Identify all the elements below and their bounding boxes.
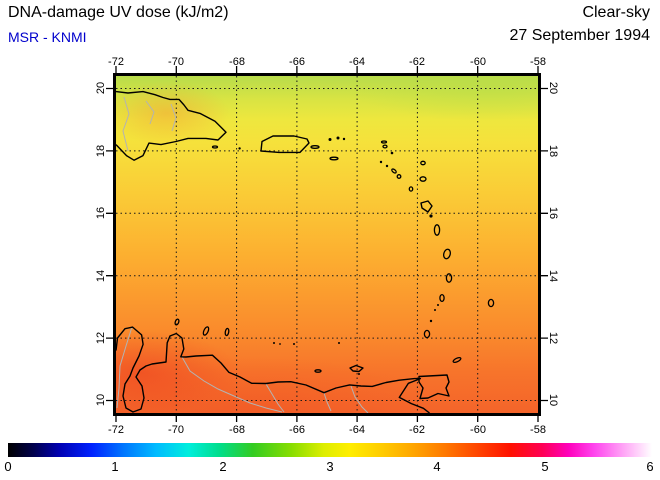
los-roques-island (273, 342, 275, 344)
st-barth-island (390, 151, 394, 155)
la-blanquilla-island (338, 342, 340, 344)
colorbar-tick-label: 2 (219, 459, 227, 474)
y-tick-label: 18 (547, 144, 559, 158)
dr-province-border (170, 103, 177, 132)
y-tick-label: 14 (547, 269, 559, 283)
tortola-island (336, 136, 340, 140)
trinidad-coastline (418, 374, 450, 400)
st-martin-island (382, 144, 388, 149)
hispaniola-coastline (116, 90, 227, 161)
y-tick-label: 12 (95, 331, 107, 345)
x-tick-label: -68 (229, 56, 245, 68)
colorbar-tick-label: 1 (111, 459, 119, 474)
martinique-island (443, 248, 451, 260)
la-orchila-island (293, 343, 295, 345)
saona-island (211, 145, 219, 149)
x-tick-label: -68 (229, 424, 245, 436)
page-title: DNA-damage UV dose (kJ/m2) (8, 4, 229, 21)
sky-condition-label: Clear-sky (582, 4, 650, 21)
venezuela-state-border (350, 385, 369, 413)
anguilla-island (380, 140, 388, 144)
x-tick-label: -58 (530, 424, 546, 436)
venezuela-state-border (265, 383, 285, 413)
x-tick-label: -60 (470, 424, 486, 436)
small-island-dots (238, 136, 439, 375)
colorbar-tick-label: 5 (541, 459, 549, 474)
map-overlay-svg (116, 76, 538, 413)
x-tick-label: -72 (108, 424, 124, 436)
carriacou-island (429, 319, 433, 323)
x-tick-label: -64 (349, 56, 365, 68)
tobago-island (452, 356, 462, 364)
barbados-island (487, 298, 495, 308)
date-label: 27 September 1994 (509, 27, 650, 44)
colorbar-tick-label: 3 (326, 459, 334, 474)
bonaire-island (224, 327, 230, 337)
st-vincent-island (439, 293, 445, 303)
x-tick-label: -58 (530, 56, 546, 68)
nevis-island (396, 174, 402, 179)
mona-island (238, 147, 241, 150)
x-tick-label: -62 (409, 56, 425, 68)
y-tick-label: 16 (547, 206, 559, 220)
colorbar-tick-label: 6 (646, 459, 654, 474)
puerto-rico-coastline (260, 135, 310, 154)
aruba-island (174, 318, 180, 326)
x-tick-label: -66 (289, 56, 305, 68)
x-tick-label: -62 (409, 424, 425, 436)
y-tick-label: 16 (95, 206, 107, 220)
dominica-island (433, 224, 441, 236)
st-croix-island (329, 156, 339, 161)
st-eustatius-island (385, 164, 389, 168)
x-tick-label: -72 (108, 56, 124, 68)
montserrat-island (408, 186, 414, 192)
y-tick-label: 20 (95, 81, 107, 95)
la-tortuga-island (314, 369, 322, 373)
barbuda-island (420, 160, 426, 166)
y-tick-label: 14 (95, 269, 107, 283)
dr-province-border (145, 100, 155, 125)
venezuela-state-border (181, 356, 283, 413)
x-tick-label: -64 (349, 424, 365, 436)
x-tick-label: -70 (168, 56, 184, 68)
colorbar-tick-label: 0 (4, 459, 12, 474)
x-tick-label: -66 (289, 424, 305, 436)
y-tick-label: 18 (95, 144, 107, 158)
marie-galante-island (429, 214, 433, 218)
colorbar (8, 443, 652, 457)
x-tick-label: -60 (470, 56, 486, 68)
haiti-dr-border (122, 96, 130, 152)
venezuela-state-border (323, 392, 332, 412)
saba-island (379, 160, 383, 164)
curacao-island (202, 326, 210, 336)
antigua-island (419, 176, 427, 182)
grenada-island (423, 329, 431, 339)
colombia-venezuela-border (116, 326, 133, 409)
st-thomas-island (328, 138, 332, 141)
vieques-island (310, 145, 320, 149)
grid-lines (116, 76, 538, 413)
coastlines (116, 90, 450, 413)
coche-island (358, 373, 360, 375)
island-outlines (174, 140, 495, 373)
los-roques-island (279, 343, 281, 345)
x-tick-label: -70 (168, 424, 184, 436)
grenadines-island (434, 309, 436, 311)
data-source-label: MSR - KNMI (8, 29, 87, 45)
st-lucia-island (445, 273, 453, 283)
virgin-gorda-island (342, 137, 346, 141)
guadeloupe-coastline (420, 200, 433, 213)
colorbar-tick-label: 4 (433, 459, 441, 474)
y-tick-label: 20 (547, 81, 559, 95)
y-tick-label: 12 (547, 331, 559, 345)
st-kitts-island (391, 168, 397, 174)
y-tick-label: 10 (547, 393, 559, 407)
margarita-coastline (349, 364, 364, 373)
y-tick-label: 10 (95, 393, 107, 407)
grenadines-island (437, 304, 439, 306)
map-plot (113, 73, 541, 416)
